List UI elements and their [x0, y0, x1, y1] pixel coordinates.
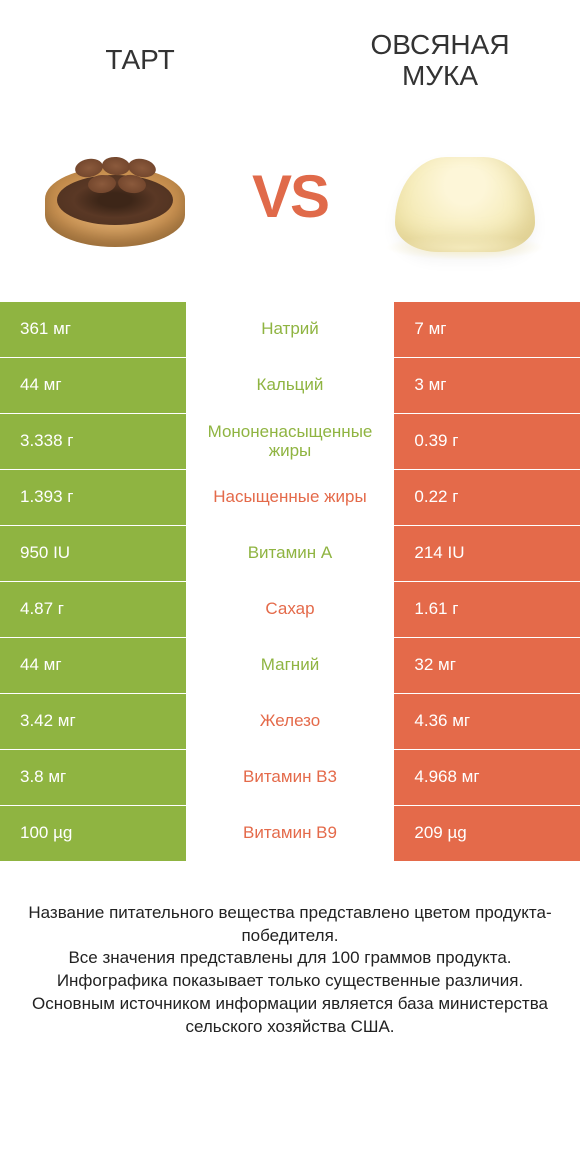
table-row: 44 мгМагний32 мг	[0, 638, 580, 694]
nutrient-label: Железо	[186, 694, 395, 749]
flour-image	[380, 122, 550, 272]
value-left: 44 мг	[0, 638, 186, 693]
value-right: 4.36 мг	[394, 694, 580, 749]
nutrient-label: Магний	[186, 638, 395, 693]
image-row: VS	[0, 102, 580, 302]
value-right: 1.61 г	[394, 582, 580, 637]
value-left: 3.42 мг	[0, 694, 186, 749]
table-row: 44 мгКальций3 мг	[0, 358, 580, 414]
value-left: 44 мг	[0, 358, 186, 413]
value-left: 1.393 г	[0, 470, 186, 525]
value-left: 361 мг	[0, 302, 186, 357]
footer-line: Название питательного вещества представл…	[25, 902, 555, 948]
table-row: 100 µgВитамин B9209 µg	[0, 806, 580, 862]
table-row: 3.8 мгВитамин B34.968 мг	[0, 750, 580, 806]
footer-notes: Название питательного вещества представл…	[0, 862, 580, 1060]
value-left: 3.8 мг	[0, 750, 186, 805]
table-row: 361 мгНатрий7 мг	[0, 302, 580, 358]
vs-label: VS	[252, 162, 328, 231]
footer-line: Все значения представлены для 100 граммо…	[25, 947, 555, 970]
value-right: 214 IU	[394, 526, 580, 581]
footer-line: Инфографика показывает только существенн…	[25, 970, 555, 993]
value-left: 3.338 г	[0, 414, 186, 469]
value-right: 32 мг	[394, 638, 580, 693]
value-right: 3 мг	[394, 358, 580, 413]
value-left: 950 IU	[0, 526, 186, 581]
nutrient-label: Кальций	[186, 358, 395, 413]
value-left: 4.87 г	[0, 582, 186, 637]
table-row: 4.87 гСахар1.61 г	[0, 582, 580, 638]
value-right: 0.22 г	[394, 470, 580, 525]
footer-line: Основным источником информации является …	[25, 993, 555, 1039]
table-row: 950 IUВитамин A214 IU	[0, 526, 580, 582]
nutrient-label: Витамин A	[186, 526, 395, 581]
table-row: 1.393 гНасыщенные жиры0.22 г	[0, 470, 580, 526]
nutrient-label: Мононенасыщенные жиры	[186, 414, 395, 469]
nutrient-label: Витамин B3	[186, 750, 395, 805]
tart-image	[30, 122, 200, 272]
header: ТАРТ ОВСЯНАЯ МУКА	[0, 0, 580, 102]
value-right: 4.968 мг	[394, 750, 580, 805]
table-row: 3.42 мгЖелезо4.36 мг	[0, 694, 580, 750]
nutrient-label: Натрий	[186, 302, 395, 357]
value-left: 100 µg	[0, 806, 186, 861]
table-row: 3.338 гМононенасыщенные жиры0.39 г	[0, 414, 580, 470]
value-right: 0.39 г	[394, 414, 580, 469]
value-right: 7 мг	[394, 302, 580, 357]
title-left: ТАРТ	[40, 45, 240, 76]
title-right: ОВСЯНАЯ МУКА	[340, 30, 540, 92]
nutrient-label: Сахар	[186, 582, 395, 637]
value-right: 209 µg	[394, 806, 580, 861]
nutrient-label: Насыщенные жиры	[186, 470, 395, 525]
nutrient-label: Витамин B9	[186, 806, 395, 861]
comparison-table: 361 мгНатрий7 мг44 мгКальций3 мг3.338 гМ…	[0, 302, 580, 862]
